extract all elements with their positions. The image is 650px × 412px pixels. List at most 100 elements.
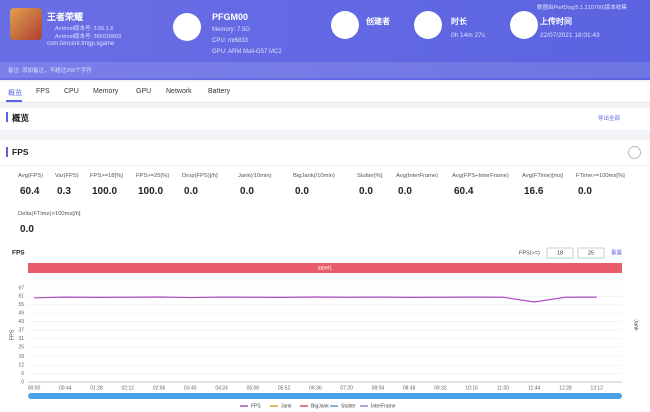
overview-title: 概览 xyxy=(12,113,30,123)
device-cpu: CPU: mt6833 xyxy=(212,38,249,44)
x-tick-label: 11:00 xyxy=(497,385,509,391)
metric-value: 0.0 xyxy=(359,186,373,197)
scrollbar[interactable] xyxy=(28,393,622,399)
metric-label: Var(FPS) xyxy=(55,173,79,179)
metric-value: 0.0 xyxy=(295,186,309,197)
collector-note: 数据由PerfDog(5.1.210700)版本收集 xyxy=(537,5,627,11)
fps-card xyxy=(0,140,650,412)
header xyxy=(0,0,650,80)
metric-label: Avg(FTime)[ms] xyxy=(522,173,563,179)
threshold-value: 18 xyxy=(557,250,563,256)
tab[interactable]: FPS xyxy=(36,88,50,95)
tab[interactable]: Memory xyxy=(93,88,119,95)
collapse-button[interactable] xyxy=(628,146,641,159)
metric-value: 0.0 xyxy=(578,186,592,197)
duration-icon xyxy=(414,11,442,39)
tab[interactable]: CPU xyxy=(64,88,79,95)
overview-card xyxy=(0,108,650,130)
x-tick-label: 11:44 xyxy=(528,385,540,391)
tab[interactable]: Battery xyxy=(208,88,231,95)
metric-value: 0.0 xyxy=(398,186,412,197)
y-tick-label: 6 xyxy=(21,371,24,377)
y-tick-label: 61 xyxy=(18,294,24,300)
device-icon xyxy=(173,13,201,41)
threshold-input[interactable] xyxy=(577,247,605,259)
device-gpu: GPU: ARM Mali-G57 MC2 xyxy=(212,49,282,55)
app-package: com.tencent.tmgp.sgame xyxy=(47,41,115,47)
remark[interactable]: 备注: 添加备注，不超过200个字符 xyxy=(8,68,92,74)
threshold-input[interactable] xyxy=(546,247,574,259)
divider xyxy=(0,165,650,166)
chart-title: FPS xyxy=(12,250,25,257)
device-memory: Memory: 7.5G xyxy=(212,27,251,33)
x-tick-label: 05:08 xyxy=(247,385,260,391)
y-tick-label: 12 xyxy=(18,362,24,368)
y-tick-label: 67 xyxy=(18,285,24,291)
upload-label: 上传时间 xyxy=(540,17,572,26)
upload-value: 22/07/2021 18:01:43 xyxy=(540,32,600,39)
metric-value: 16.6 xyxy=(524,186,544,197)
metric-label: Stutter[%] xyxy=(357,173,383,179)
metric-label: Jank(/10min) xyxy=(238,173,272,179)
y-tick-label: 25 xyxy=(18,344,24,350)
metric-value: 0.0 xyxy=(20,224,34,235)
section-marker xyxy=(6,112,8,122)
y2-axis-label: Jank xyxy=(633,319,639,331)
y-axis-label: FPS xyxy=(9,329,15,340)
app-build: Android版本号: 365018603 xyxy=(55,34,122,40)
x-tick-label: 02:56 xyxy=(153,385,166,391)
x-tick-label: 06:36 xyxy=(309,385,322,391)
tab[interactable]: Network xyxy=(166,88,192,95)
app-icon xyxy=(10,8,42,40)
chart: FPS FPS(>=) 18 25 重置 label1 0 6 12 18 25 31 37 43 49 55… xyxy=(9,247,639,409)
fps-title: FPS xyxy=(12,147,29,157)
band-label: label1 xyxy=(318,265,333,271)
tab[interactable]: 概览 xyxy=(8,90,22,97)
reset-button[interactable]: 重置 xyxy=(611,248,623,256)
tab-underline xyxy=(6,100,22,102)
threshold-value: 25 xyxy=(588,250,594,256)
remark-bar xyxy=(0,62,650,78)
device-model: PFGM00 xyxy=(212,12,249,22)
upload-icon xyxy=(510,11,538,39)
metric-label: Avg(FPS) xyxy=(18,173,44,179)
x-tick-label: 07:20 xyxy=(340,385,353,391)
metric-value: 60.4 xyxy=(454,186,474,197)
section-marker xyxy=(6,147,8,157)
metric-value: 0.3 xyxy=(57,186,71,197)
metric-label: Drop(FPS)[/h] xyxy=(182,173,218,179)
x-tick-label: 08:48 xyxy=(403,385,416,391)
metric-value: 0.0 xyxy=(240,186,254,197)
metric-label: FPS>=18[%] xyxy=(90,173,123,179)
metric-label: Avg(InterFrame) xyxy=(396,173,439,179)
legend-label: FPS xyxy=(251,403,261,409)
creator-label: 创建者 xyxy=(366,17,390,26)
y-tick-label: 31 xyxy=(18,336,24,342)
x-tick-label: 13:12 xyxy=(590,385,603,391)
y-tick-label: 0 xyxy=(21,379,24,385)
app-name: 王者荣耀 xyxy=(47,12,84,22)
metric-value: 0.0 xyxy=(184,186,198,197)
app-version: Android版本号: 3.65.1.6 xyxy=(55,26,114,32)
export-button[interactable]: 导出全部 xyxy=(598,116,621,122)
x-tick-label: 03:40 xyxy=(184,385,197,391)
legend-label: Jank xyxy=(281,403,292,409)
y-tick-label: 55 xyxy=(18,302,24,308)
fps-line xyxy=(33,296,597,303)
y-tick-label: 37 xyxy=(18,327,24,333)
x-tick-label: 10:16 xyxy=(465,385,478,391)
x-tick-label: 02:12 xyxy=(122,385,135,391)
tab[interactable]: GPU xyxy=(136,88,152,95)
creator-icon xyxy=(331,11,359,39)
tab-bar xyxy=(0,82,650,103)
metric-value: 100.0 xyxy=(92,186,118,197)
metric-value: 60.4 xyxy=(20,186,40,197)
y-tick-label: 49 xyxy=(18,311,24,317)
metric-label: FTime>=100ms[%] xyxy=(576,173,625,179)
y-tick-label: 43 xyxy=(18,319,24,325)
metric-label: FPS>=25[%] xyxy=(136,173,169,179)
x-tick-label: 09:32 xyxy=(434,385,447,391)
legend-label: Stutter xyxy=(341,403,356,409)
label-band xyxy=(28,263,622,273)
metric-value: 100.0 xyxy=(138,186,164,197)
